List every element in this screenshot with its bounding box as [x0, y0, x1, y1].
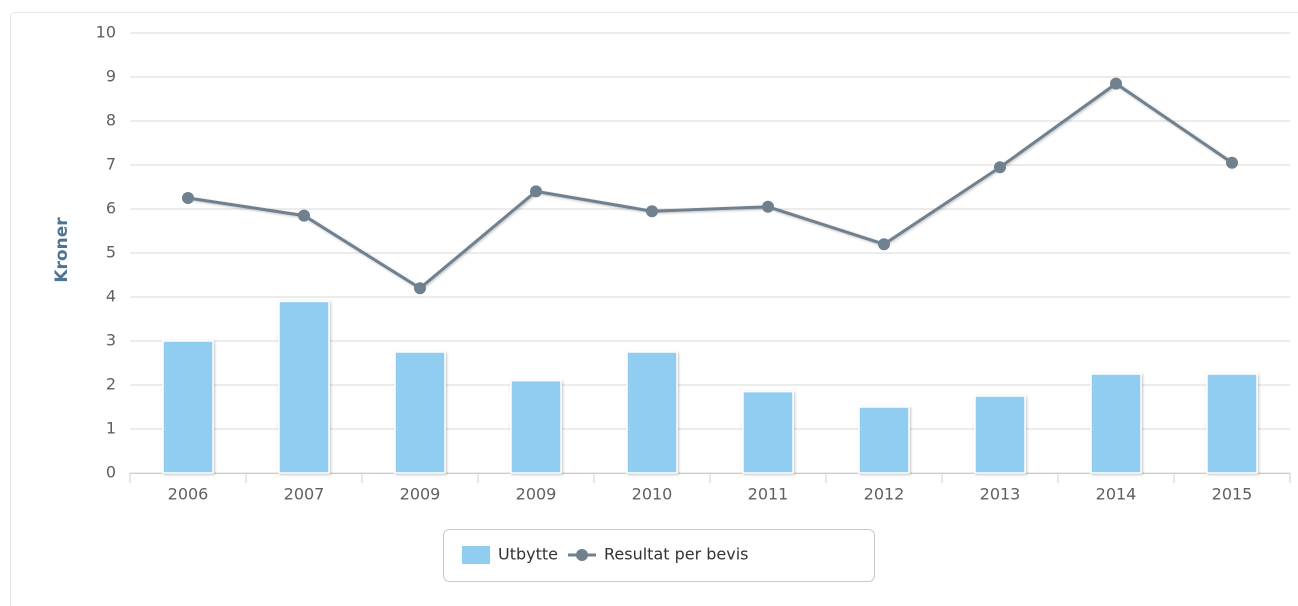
x-tick-label: 2011	[748, 485, 789, 504]
y-tick-label: 7	[106, 155, 116, 174]
bar	[742, 390, 794, 474]
legend-box	[443, 529, 875, 582]
x-tick-label: 2010	[632, 485, 673, 504]
legend-label: Resultat per bevis	[604, 545, 749, 564]
y-tick-label: 9	[106, 67, 116, 86]
y-tick-label: 10	[96, 23, 116, 42]
bar	[1206, 373, 1258, 474]
x-tick-label: 2015	[1212, 485, 1253, 504]
y-tick-label: 6	[106, 199, 116, 218]
line-point	[414, 282, 426, 295]
x-tick-label: 2007	[284, 485, 325, 504]
x-tick-label: 2012	[864, 485, 905, 504]
bar	[1090, 373, 1142, 474]
line-point	[878, 238, 890, 251]
y-tick-label: 0	[106, 463, 116, 482]
y-tick-label: 2	[106, 375, 116, 394]
x-tick-label: 2006	[168, 485, 209, 504]
y-tick-label: 3	[106, 331, 116, 350]
line-point	[298, 209, 310, 222]
bar	[626, 351, 678, 474]
y-tick-label: 8	[106, 111, 116, 130]
bar	[858, 406, 910, 474]
line-point	[762, 200, 774, 213]
x-tick-label: 2009	[516, 485, 557, 504]
y-axis-label: Kroner	[52, 217, 72, 283]
y-tick-label: 1	[106, 419, 116, 438]
line-point	[1226, 156, 1238, 169]
bar	[162, 340, 214, 474]
bar	[974, 395, 1026, 474]
legend-label: Utbytte	[498, 545, 558, 564]
x-tick-label: 2013	[980, 485, 1021, 504]
bar	[278, 300, 330, 474]
line-point	[646, 205, 658, 218]
bar	[394, 351, 446, 474]
x-tick-label: 2009	[400, 485, 441, 504]
legend-marker	[576, 549, 588, 561]
x-tick-label: 2014	[1096, 485, 1137, 504]
y-tick-label: 4	[106, 287, 116, 306]
line-point	[994, 161, 1006, 174]
line	[187, 81, 1233, 291]
legend-swatch	[462, 546, 490, 564]
chart-frame	[10, 12, 1298, 606]
line-point	[182, 192, 194, 204]
y-tick-label: 5	[106, 243, 116, 262]
bar	[510, 379, 562, 474]
line-point	[530, 185, 542, 198]
line-point	[1110, 77, 1122, 90]
